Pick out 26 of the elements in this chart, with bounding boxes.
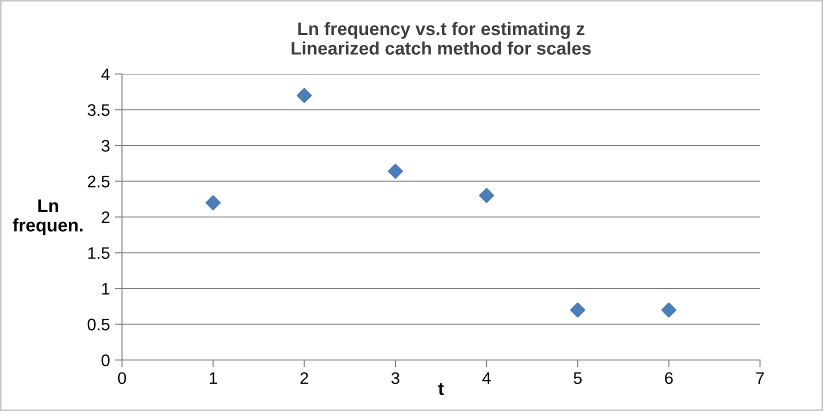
y-tick-label: 3 xyxy=(102,140,110,152)
x-tick-label: 2 xyxy=(300,372,308,384)
y-axis-title: Ln frequen. xyxy=(12,200,83,236)
x-tick-label: 1 xyxy=(210,372,217,384)
x-tick-label: 6 xyxy=(665,372,673,384)
point xyxy=(296,88,312,104)
x-tick-label: 0 xyxy=(118,372,126,384)
x-tick-label: 5 xyxy=(574,372,582,384)
y-tick-label: 0 xyxy=(102,354,110,366)
y-tick-label: 3.5 xyxy=(88,104,110,116)
point xyxy=(661,302,676,318)
y-tick-label: 2 xyxy=(102,211,110,224)
y-tick-label: 0.5 xyxy=(88,318,110,330)
point xyxy=(388,164,403,179)
y-tick-label: 1.5 xyxy=(88,247,110,259)
chart-title: Ln frequency vs.t for estimating z Linearized catch method for scales xyxy=(292,22,591,55)
y-tick-label: 2.5 xyxy=(88,176,110,188)
x-tick-label: 3 xyxy=(391,372,400,384)
point xyxy=(479,188,494,204)
point xyxy=(206,195,221,210)
x-tick-label: 7 xyxy=(756,372,764,384)
point xyxy=(570,302,586,318)
y-tick-label: 4 xyxy=(101,68,110,80)
x-tick-label: 4 xyxy=(482,372,491,384)
y-tick-label: 1 xyxy=(102,283,110,295)
x-axis-title: t xyxy=(438,383,444,396)
